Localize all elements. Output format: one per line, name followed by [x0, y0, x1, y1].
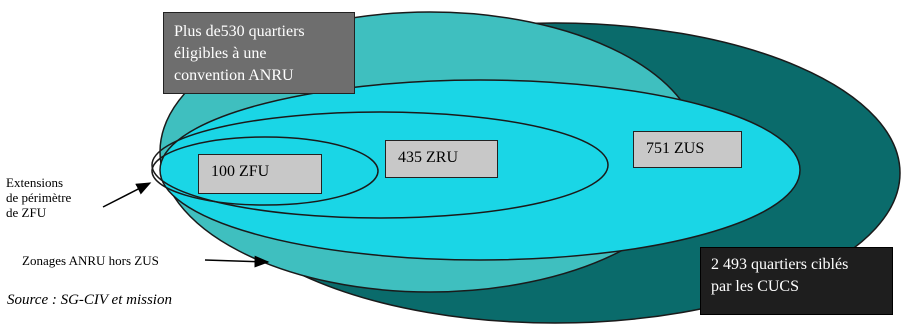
extensions-line-3: de ZFU: [6, 205, 47, 220]
source-note: Source : SG-CIV et mission: [7, 292, 172, 308]
anru-eligible-line-3: convention ANRU: [174, 67, 294, 84]
zus-label: 751 ZUS: [633, 131, 742, 168]
anru-eligible-box: Plus de530 quartiers éligibles à une con…: [163, 12, 355, 94]
zfu-ellipse: [151, 136, 379, 206]
cucs-line-1: 2 493 quartiers ciblés: [711, 256, 849, 273]
extensions-line-1: Extensions: [6, 175, 64, 190]
arrow-zonages: [204, 255, 270, 268]
zru-label: 435 ZRU: [385, 140, 498, 178]
extensions-line-2: de périmètre: [6, 190, 72, 205]
anru-eligible-line-1: Plus de530 quartiers: [174, 23, 305, 40]
cucs-box: 2 493 quartiers ciblés par les CUCS: [700, 247, 893, 315]
anru-eligible-line-2: éligibles à une: [174, 45, 267, 62]
extensions-zfu-label: Extensions de périmètre de ZFU: [6, 175, 71, 220]
cucs-line-2: par les CUCS: [711, 278, 799, 295]
zonages-anru-label: Zonages ANRU hors ZUS: [22, 253, 159, 268]
zfu-label: 100 ZFU: [198, 154, 322, 194]
arrow-extensions: [102, 182, 152, 208]
zru-ellipse: [151, 111, 609, 219]
